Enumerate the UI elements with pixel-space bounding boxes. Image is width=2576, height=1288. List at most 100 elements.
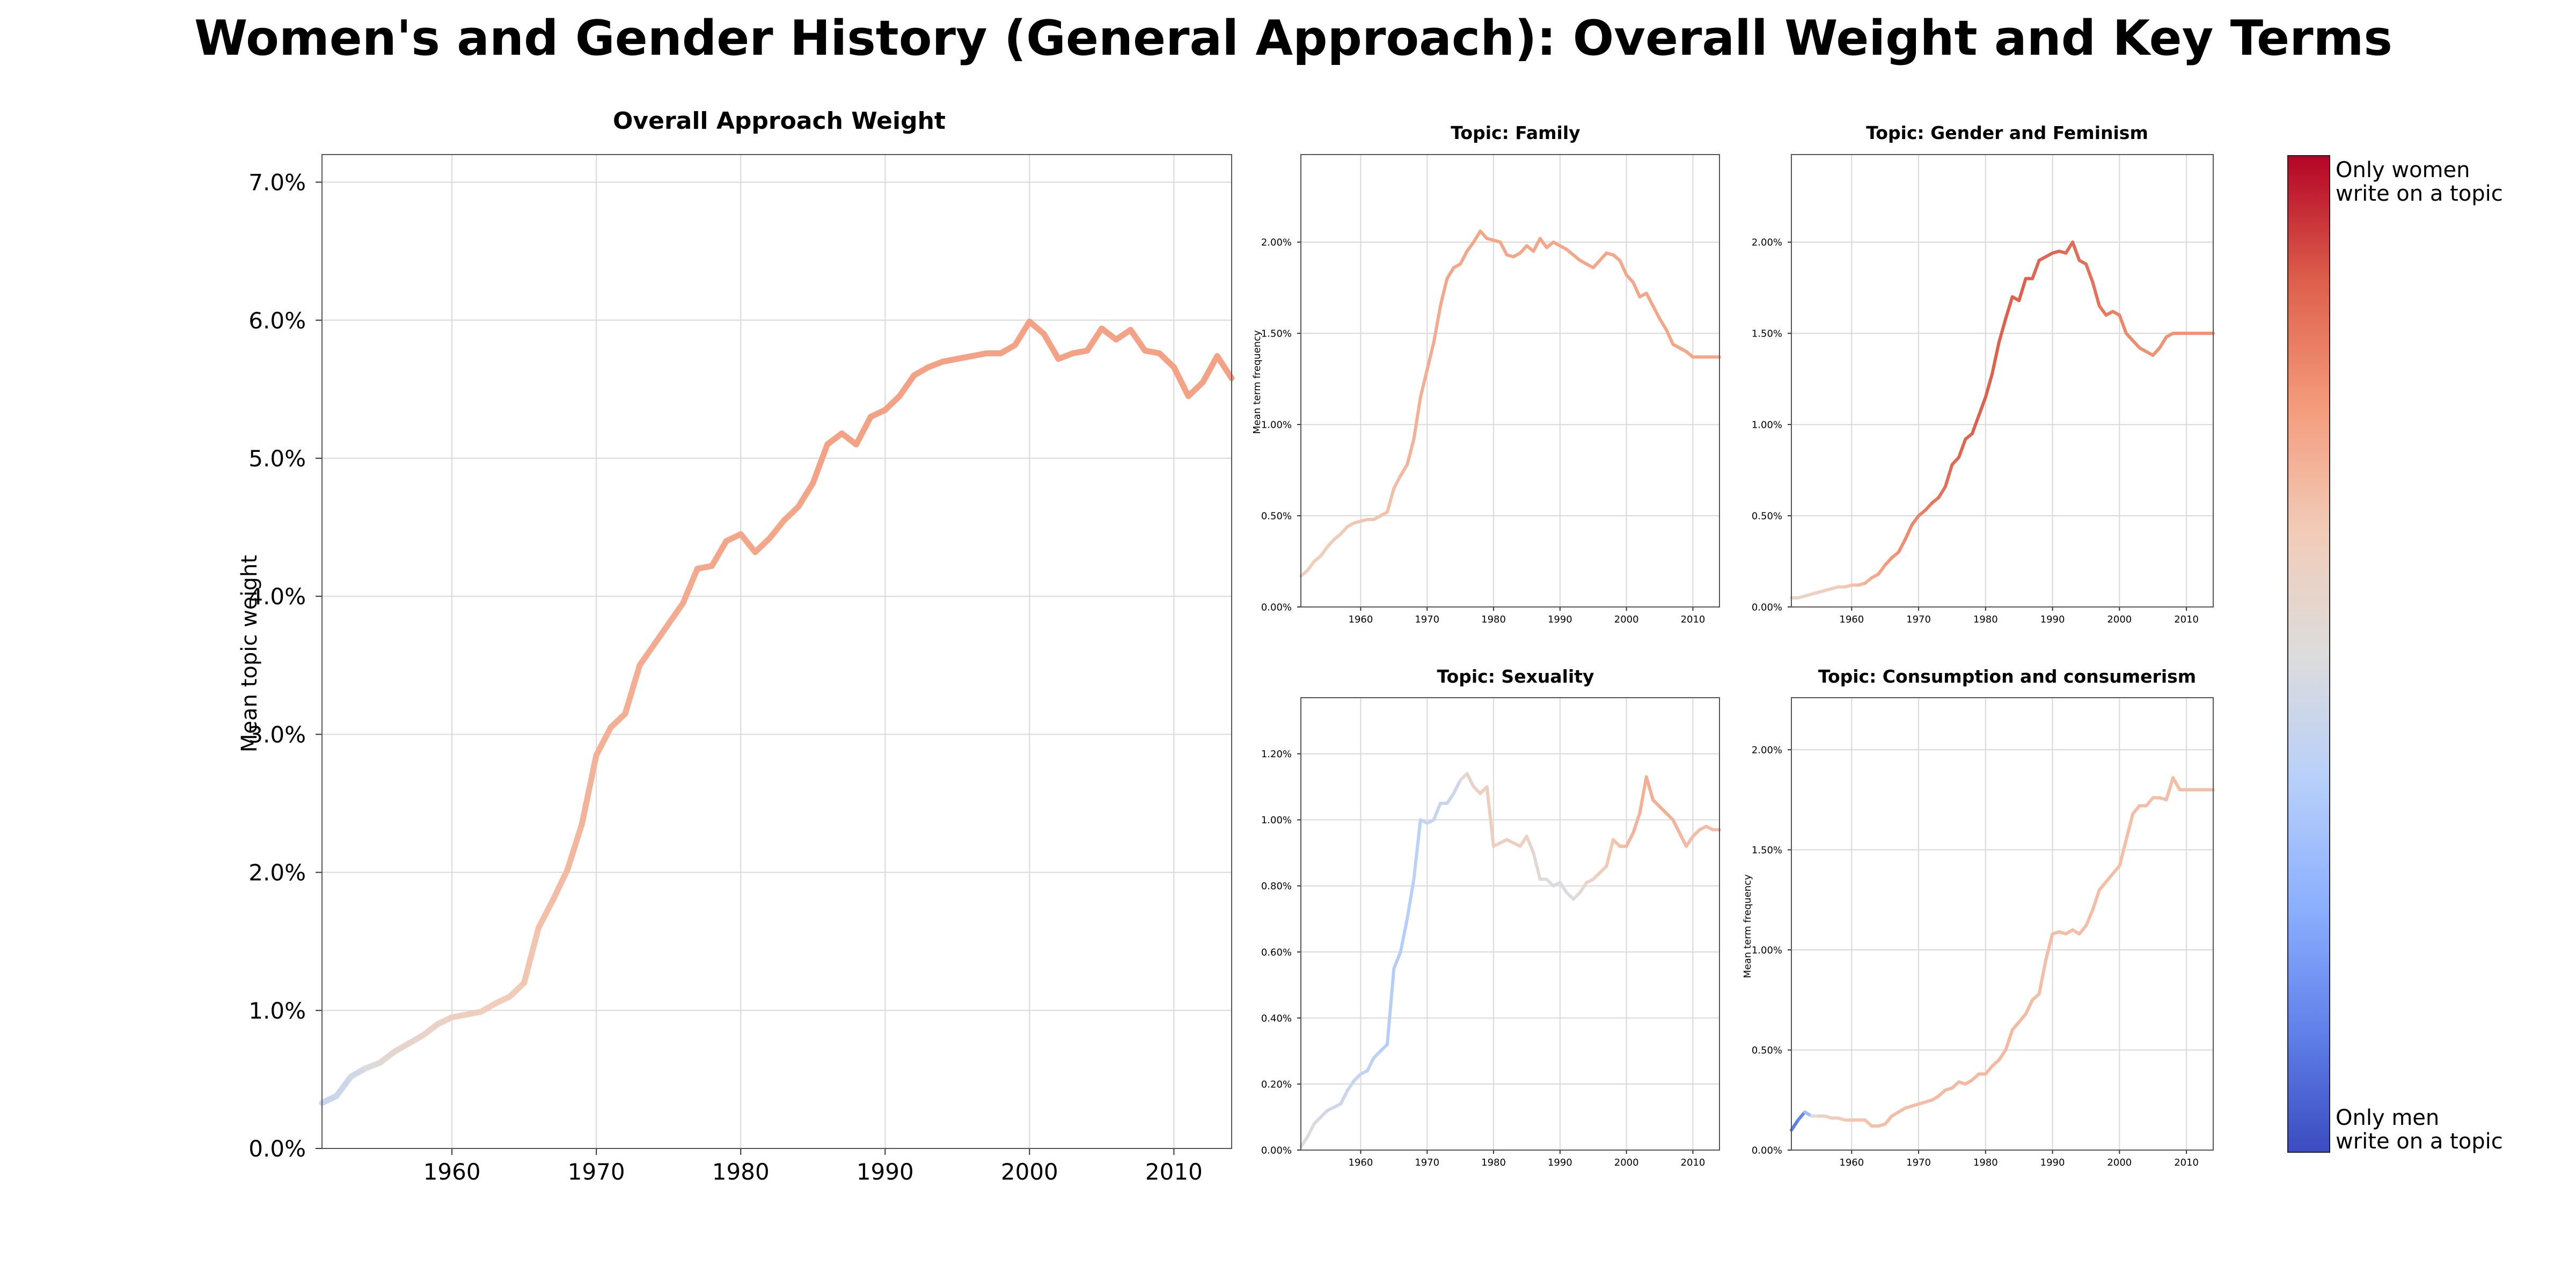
line-segment [579, 752, 599, 828]
line-segment [1445, 792, 1455, 805]
y-tick-label: 2.00% [1752, 237, 1782, 248]
line-segment [420, 1021, 441, 1038]
line-segment [1624, 273, 1635, 284]
y-tick-label: 0.40% [1261, 1013, 1292, 1024]
plot-frame [321, 154, 1232, 1149]
y-tick-label: 1.20% [1261, 749, 1292, 760]
line-segment [2118, 313, 2128, 335]
line-segment [752, 535, 773, 555]
line-segment [1532, 851, 1542, 881]
line-segment [2010, 1020, 2021, 1032]
line-segment [896, 372, 917, 399]
data-line [319, 318, 1235, 1106]
y-tick-label: 1.50% [1752, 328, 1782, 340]
x-tick-label: 1960 [423, 1159, 481, 1185]
line-segment [1406, 437, 1416, 466]
line-segment [1678, 831, 1688, 848]
line-segment [1598, 251, 1608, 262]
y-tick-label: 0.50% [1261, 511, 1292, 522]
x-tick-label: 1960 [1349, 1157, 1373, 1168]
line-segment [1558, 881, 1569, 895]
y-tick-label: 1.00% [1261, 420, 1292, 431]
line-segment [1445, 266, 1455, 281]
line-segment [1671, 818, 1681, 835]
x-tick-label: 1990 [857, 1159, 914, 1185]
x-tick-label: 2000 [1614, 614, 1639, 625]
line-segment [2071, 240, 2081, 262]
line-segment [2017, 1012, 2028, 1024]
line-segment [1790, 1118, 1800, 1132]
line-segment [2084, 262, 2095, 284]
line-segment [2171, 776, 2182, 792]
line-segment [1392, 950, 1402, 970]
line-segment [1399, 463, 1409, 478]
x-tick-label: 1970 [568, 1159, 625, 1185]
line-segment [1385, 967, 1396, 1046]
line-segment [1472, 229, 1482, 244]
y-tick-label: 1.0% [248, 998, 306, 1024]
line-segment [2151, 346, 2162, 357]
data-line [1790, 776, 2215, 1132]
line-segment [2118, 838, 2128, 868]
x-tick-label: 2010 [1681, 1157, 1706, 1168]
y-tick-label: 0.60% [1261, 947, 1292, 958]
line-segment [622, 662, 643, 717]
y-tick-label: 0.50% [1752, 511, 1782, 522]
x-tick-label: 1970 [1906, 1157, 1931, 1168]
line-segment [608, 711, 628, 730]
line-segment [2111, 864, 2121, 876]
chart-topic-family: Topic: Family Mean term frequency 1960 19… [1252, 122, 1721, 625]
x-tick-label: 2010 [1681, 614, 1706, 625]
line-segment [1412, 818, 1422, 881]
plot-frame [1791, 697, 2214, 1151]
line-segment [2145, 796, 2155, 808]
y-tick-label: 1.00% [1752, 945, 1782, 956]
line-segment [1128, 327, 1148, 354]
line-segment [564, 821, 585, 873]
colorbar-bottom-label: Only men write on a topic [2336, 1106, 2503, 1154]
line-segment [1425, 341, 1436, 372]
line-segment [882, 393, 903, 413]
colorbar-top-label-line1: Only women [2336, 158, 2470, 182]
chart-title: Topic: Sexuality [1437, 666, 1594, 687]
colorbar-top-label: Only women write on a topic [2336, 158, 2503, 206]
line-segment [1185, 379, 1206, 399]
line-segment [1618, 259, 1628, 277]
y-axis-label: Mean topic weight [237, 555, 262, 752]
colorbar-gradient [2287, 155, 2330, 1153]
y-tick-label: 0.20% [1261, 1079, 1292, 1090]
line-segment [1984, 1064, 1994, 1076]
line-segment [2097, 880, 2108, 892]
line-segment [1631, 280, 1642, 299]
line-segment [1538, 237, 1549, 250]
line-segment [2044, 932, 2054, 962]
x-tick-label: 1990 [2040, 614, 2065, 625]
y-tick-label: 6.0% [248, 308, 306, 334]
chart-topic-gender-and-feminism: Topic: Gender and Feminism 1960 1970 1980 1… [1752, 122, 2215, 625]
y-tick-label: 3.0% [248, 721, 306, 748]
line-segment [1525, 835, 1535, 855]
line-segment [1877, 563, 1887, 576]
line-segment [2124, 812, 2135, 841]
line-segment [1339, 525, 1349, 536]
line-segment [1170, 364, 1191, 399]
line-segment [1199, 353, 1220, 385]
line-segment [2131, 339, 2141, 350]
x-tick-label: 2010 [1145, 1159, 1203, 1185]
x-tick-label: 1990 [1548, 1157, 1572, 1168]
x-tick-label: 1990 [2040, 1157, 2065, 1168]
y-tick-label: 7.0% [248, 170, 306, 196]
line-segment [1937, 485, 1947, 500]
x-tick-label: 2010 [2174, 1157, 2199, 1168]
line-segment [333, 1073, 354, 1099]
chart-title: Topic: Consumption and consumerism [1818, 666, 2196, 687]
y-tick-label: 1.00% [1261, 815, 1292, 826]
line-segment [1498, 240, 1509, 257]
plot-frame [1791, 154, 2214, 608]
line-segment [1326, 538, 1336, 548]
line-segment [1485, 785, 1496, 848]
line-segment [1399, 917, 1409, 954]
x-tick-label: 1960 [1839, 614, 1864, 625]
line-segment [1644, 775, 1655, 802]
